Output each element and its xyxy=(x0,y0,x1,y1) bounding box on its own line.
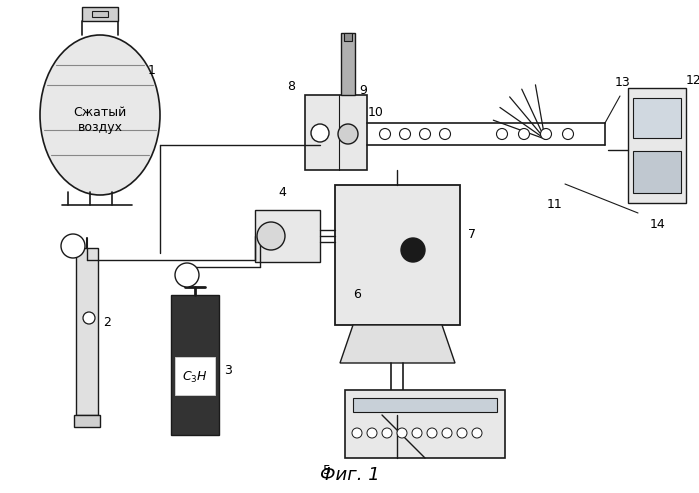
Circle shape xyxy=(382,428,392,438)
Circle shape xyxy=(440,129,450,140)
Bar xyxy=(171,295,219,435)
Text: 2: 2 xyxy=(103,317,111,329)
Bar xyxy=(76,248,98,415)
Bar xyxy=(74,415,100,427)
Ellipse shape xyxy=(40,35,160,195)
Circle shape xyxy=(352,428,362,438)
Text: 10: 10 xyxy=(368,106,384,118)
Circle shape xyxy=(61,234,85,258)
Bar xyxy=(344,33,352,41)
Text: 14: 14 xyxy=(650,218,666,232)
Circle shape xyxy=(367,428,377,438)
Bar xyxy=(353,398,497,412)
Text: 7: 7 xyxy=(468,228,476,242)
Circle shape xyxy=(519,129,530,140)
Bar xyxy=(82,7,118,21)
Polygon shape xyxy=(340,325,455,363)
Circle shape xyxy=(338,124,358,144)
Circle shape xyxy=(175,263,199,287)
Circle shape xyxy=(380,129,391,140)
Bar xyxy=(633,98,681,138)
Circle shape xyxy=(401,238,425,262)
Circle shape xyxy=(257,222,285,250)
Circle shape xyxy=(397,428,407,438)
Circle shape xyxy=(540,129,552,140)
Circle shape xyxy=(427,428,437,438)
Bar xyxy=(633,151,681,193)
Bar xyxy=(255,210,320,262)
Circle shape xyxy=(412,428,422,438)
Circle shape xyxy=(311,124,329,142)
Text: 5: 5 xyxy=(323,463,331,477)
Text: 1: 1 xyxy=(148,64,156,76)
Bar xyxy=(628,88,686,203)
Text: Сжатый
воздух: Сжатый воздух xyxy=(73,106,127,134)
Text: 6: 6 xyxy=(353,288,361,302)
Text: Фиг. 1: Фиг. 1 xyxy=(320,466,380,484)
Circle shape xyxy=(472,428,482,438)
Text: 3: 3 xyxy=(224,363,232,377)
Circle shape xyxy=(83,312,95,324)
Bar xyxy=(92,11,108,17)
Circle shape xyxy=(442,428,452,438)
Circle shape xyxy=(563,129,573,140)
Text: 4: 4 xyxy=(278,185,286,199)
Circle shape xyxy=(419,129,431,140)
Bar xyxy=(345,390,505,458)
Bar xyxy=(175,357,215,395)
Text: 8: 8 xyxy=(287,80,295,94)
Text: 13: 13 xyxy=(615,76,631,90)
Bar xyxy=(335,185,460,325)
Circle shape xyxy=(457,428,467,438)
Bar xyxy=(341,33,355,95)
Text: 12: 12 xyxy=(686,73,699,86)
Bar xyxy=(305,95,367,170)
Circle shape xyxy=(496,129,507,140)
Text: 9: 9 xyxy=(359,83,367,97)
Text: 11: 11 xyxy=(547,198,563,211)
Text: $C_3H$: $C_3H$ xyxy=(182,369,208,385)
Circle shape xyxy=(400,129,410,140)
